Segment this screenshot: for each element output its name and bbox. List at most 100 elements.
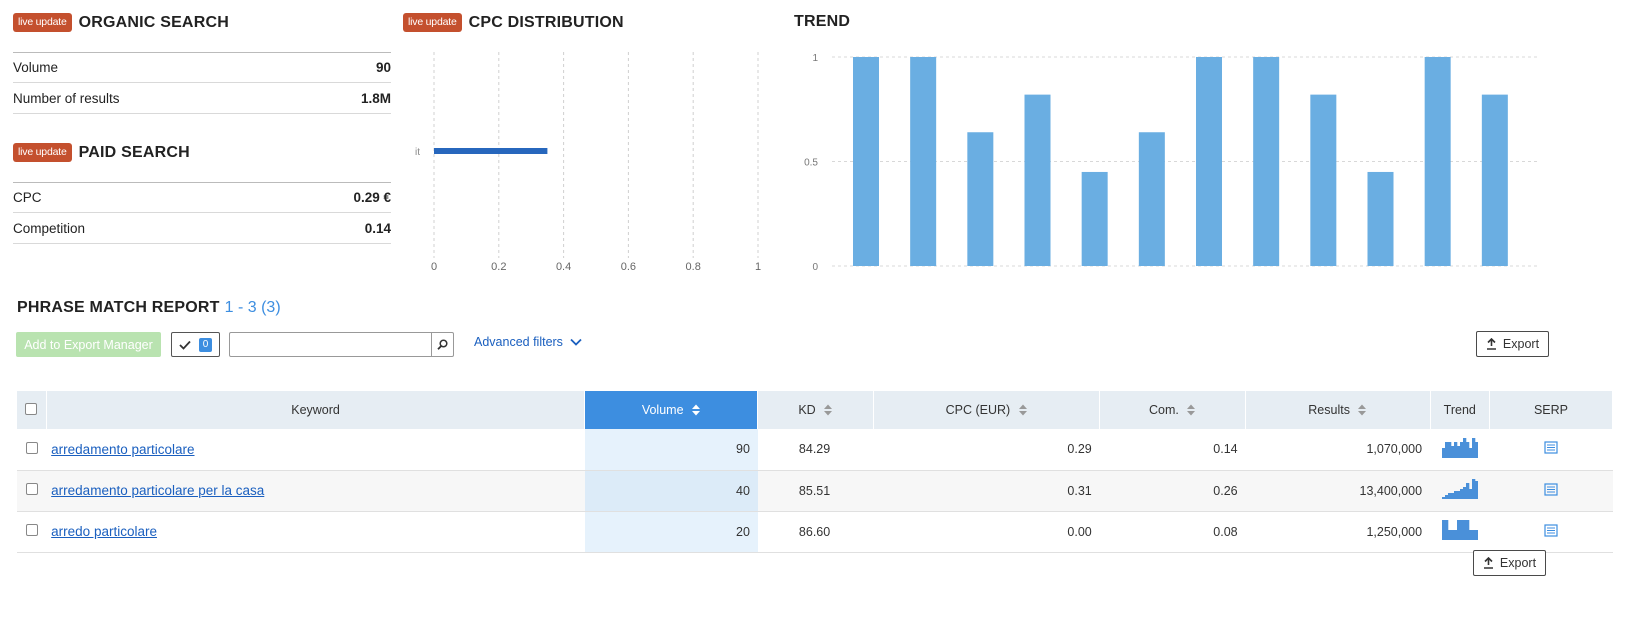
column-header-volume[interactable]: Volume [584, 391, 759, 429]
keyword-link[interactable]: arredamento particolare [51, 441, 195, 457]
sparkline-bar [1444, 495, 1449, 499]
com-cell: 0.26 [1099, 470, 1246, 512]
selected-count-badge: 0 [198, 337, 213, 352]
keyword-link[interactable]: arredamento particolare per la casa [51, 483, 265, 498]
search-button[interactable] [431, 333, 453, 356]
volume-cell: 20 [584, 511, 758, 553]
kd-header-label: KD [798, 402, 816, 417]
cpc-distribution-title: CPC DISTRIBUTION [468, 13, 624, 31]
cpc-cell: 0.31 [873, 470, 1100, 512]
upload-icon [1486, 338, 1496, 350]
check-icon [179, 340, 191, 350]
select-all-checkbox[interactable] [25, 402, 38, 415]
advanced-filters-toggle[interactable]: Advanced filters [474, 335, 582, 349]
cpc-x-tick-label: 1 [755, 261, 761, 273]
sparkline-bar [1459, 441, 1464, 458]
sparkline-bar [1444, 441, 1449, 458]
selected-toggle-button[interactable]: 0 [171, 332, 220, 357]
sparkline-bar [1453, 441, 1458, 458]
sparkline-bar [1465, 483, 1470, 499]
sparkline-bar [1441, 447, 1446, 458]
sparkline-bar [1456, 491, 1461, 499]
sort-icon [1187, 404, 1196, 416]
sparkline-bar [1456, 445, 1461, 458]
organic-volume-label: Volume [13, 60, 59, 75]
organic-row-volume: Volume 90 [13, 52, 391, 83]
sparkline-bar [1462, 437, 1467, 458]
cpc-bar [434, 148, 548, 154]
results-cell: 1,250,000 [1245, 511, 1431, 553]
cpc-header-label: CPC (EUR) [945, 402, 1011, 417]
paid-cpc-label: CPC [13, 190, 42, 205]
results-cell: 1,070,000 [1245, 429, 1431, 471]
sort-icon [1358, 404, 1367, 416]
cpc-distribution-chart: 0 0.2 0.4 0.6 0.8 1 it [415, 52, 761, 273]
sparkline-bar [1459, 489, 1464, 499]
cpc-x-tick-label: 0.2 [491, 261, 506, 273]
row-checkbox[interactable] [25, 441, 38, 454]
paid-competition-value: 0.14 [364, 220, 391, 236]
organic-volume-value: 90 [375, 60, 391, 75]
trend-cell [1430, 429, 1490, 471]
sparkline-bar [1453, 530, 1458, 540]
table-row: arredamento particolare 90 84.29 0.29 0.… [17, 429, 1613, 471]
sparkline-bar [1465, 520, 1470, 540]
sparkline-bar [1471, 530, 1476, 540]
results-header-label: Results [1308, 402, 1350, 417]
cpc-x-tick-label: 0 [431, 261, 437, 273]
search-input[interactable] [230, 333, 431, 356]
com-header-label: Com. [1149, 402, 1179, 417]
cpc-bar-label: it [415, 147, 420, 158]
keyword-link[interactable]: arredo particolare [51, 524, 157, 539]
trend-bar [1424, 57, 1451, 266]
add-to-export-manager-button[interactable]: Add to Export Manager [16, 332, 161, 357]
cpc-x-tick-label: 0.8 [686, 261, 701, 273]
keyword-cell: arredo particolare [46, 511, 585, 553]
sparkline-bar [1447, 530, 1452, 540]
paid-search-header: live update PAID SEARCH [13, 143, 190, 162]
trend-cell [1430, 511, 1490, 553]
sparkline-bar [1474, 481, 1479, 499]
column-header-keyword[interactable]: Keyword [46, 391, 586, 429]
cpc-x-tick-label: 0.6 [621, 261, 636, 273]
serp-icon[interactable] [1544, 523, 1558, 537]
volume-cell: 90 [584, 429, 758, 471]
cpc-cell: 0.00 [873, 511, 1100, 553]
column-header-results[interactable]: Results [1245, 391, 1431, 429]
serp-cell [1489, 511, 1613, 553]
trend-bar [1024, 94, 1051, 266]
column-header-cpc[interactable]: CPC (EUR) [873, 391, 1101, 429]
sparkline-bar [1462, 487, 1467, 499]
row-checkbox[interactable] [25, 524, 38, 536]
trend-sparkline [1441, 437, 1479, 458]
sparkline-bar [1471, 437, 1476, 458]
live-update-badge: live update [403, 13, 462, 32]
sparkline-bar [1474, 530, 1479, 540]
trend-y-tick-label: 1 [812, 53, 818, 64]
trend-bar [910, 57, 937, 266]
trend-title: TREND [794, 13, 851, 30]
table-header-row: Keyword Volume KD CPC (EUR) Com. Results [17, 391, 1614, 429]
serp-icon[interactable] [1544, 441, 1558, 454]
trend-bar [853, 57, 879, 266]
sparkline-bar [1447, 441, 1452, 458]
column-header-kd[interactable]: KD [757, 391, 875, 429]
column-header-com[interactable]: Com. [1099, 391, 1247, 429]
cpc-x-tick-label: 0.4 [556, 261, 571, 273]
serp-icon[interactable] [1544, 482, 1558, 496]
export-button-bottom[interactable]: Export [1473, 550, 1546, 576]
export-label: Export [1502, 337, 1540, 351]
sparkline-bar [1447, 493, 1452, 499]
trend-bar [1253, 57, 1280, 266]
sparkline-bar [1453, 491, 1458, 499]
trend-cell [1430, 470, 1490, 512]
column-header-trend: Trend [1430, 391, 1490, 429]
export-label: Export [1499, 556, 1537, 570]
serp-header-label: SERP [1533, 403, 1568, 417]
export-button-top[interactable]: Export [1476, 331, 1549, 357]
sparkline-bar [1468, 530, 1473, 540]
report-header: PHRASE MATCH REPORT 1 - 3 (3) [17, 299, 281, 317]
table-row: arredo particolare 20 86.60 0.00 0.08 1,… [17, 511, 1613, 553]
sparkline-bar [1474, 441, 1479, 458]
row-checkbox[interactable] [25, 483, 38, 495]
